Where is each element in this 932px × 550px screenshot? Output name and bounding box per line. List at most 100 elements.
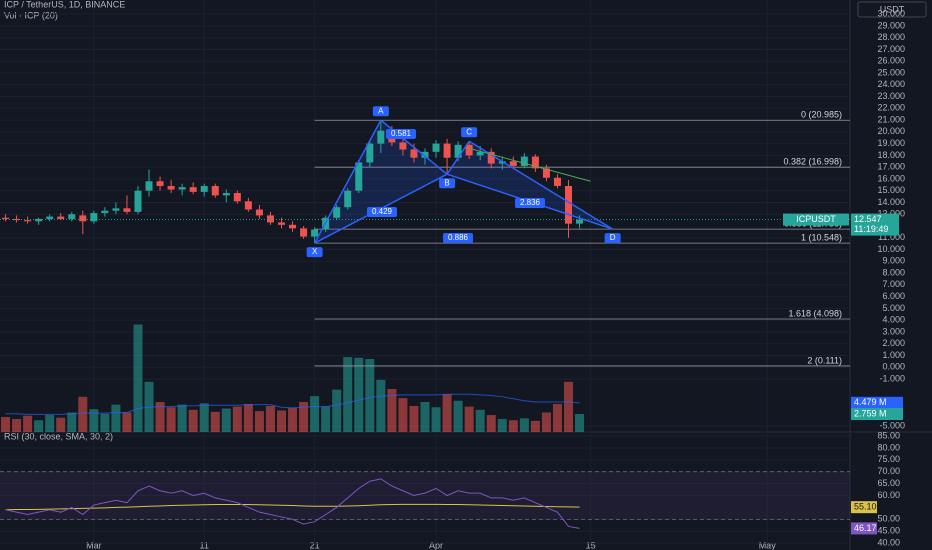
candle-body <box>178 187 186 190</box>
volume-bar <box>45 415 55 432</box>
y-tick-label: 15.000 <box>877 185 905 195</box>
volume-bar <box>100 413 110 432</box>
y-tick-label: 22.000 <box>877 103 905 113</box>
y-tick-label: 14.000 <box>877 197 905 207</box>
volume-bar <box>122 412 132 432</box>
y-tick-label: 8.000 <box>882 267 905 277</box>
candle-body <box>134 190 142 212</box>
last-price-name-box <box>783 213 849 226</box>
pattern-point-box <box>604 233 621 244</box>
candle-body <box>377 130 385 144</box>
candle-body <box>333 207 341 218</box>
candle-body <box>13 218 21 221</box>
volume-bar <box>354 357 364 432</box>
volume-bar <box>508 420 518 432</box>
fib-label: 0 (20.985) <box>801 110 842 120</box>
pattern-point-label: D <box>610 233 616 242</box>
y-tick-label: 21.000 <box>877 114 905 124</box>
candle-body <box>123 208 131 212</box>
rsi-sma-label: 55.10 <box>854 502 877 512</box>
rsi-tick-label: 75.00 <box>877 454 900 464</box>
trendline <box>469 147 591 182</box>
currency-box[interactable] <box>857 1 927 18</box>
y-tick-label: 17.000 <box>877 162 905 172</box>
candle-body <box>542 168 550 178</box>
rsi-tick-label: 70.00 <box>877 466 900 476</box>
volume-bar <box>564 381 574 432</box>
y-tick-label: 11.000 <box>878 232 905 242</box>
y-tick-label: 24.000 <box>877 79 905 89</box>
volume-bar <box>111 404 121 432</box>
x-tick-label: 15 <box>586 540 596 550</box>
candle-body <box>211 185 219 196</box>
candle-body <box>531 156 539 169</box>
countdown: 11:19:49 <box>854 224 888 234</box>
volume-bar <box>530 420 540 432</box>
volume-bar <box>442 394 452 432</box>
volume-bar <box>343 357 353 432</box>
volume-bar <box>475 409 485 432</box>
pattern-point-label: C <box>466 127 472 136</box>
candle-body <box>509 161 517 166</box>
y-tick-label: 29.000 <box>877 20 905 30</box>
pattern-point-label: X <box>312 247 318 256</box>
candle-body <box>355 162 363 191</box>
volume-bar <box>332 389 342 432</box>
pattern-point-box <box>439 178 456 189</box>
ratio-box <box>386 129 416 139</box>
volume-bar <box>23 415 33 432</box>
fib-label: 1 (10.548) <box>801 232 842 242</box>
volume-bar <box>188 409 198 432</box>
volume-bar <box>67 412 77 432</box>
y-tick-label: 3.000 <box>882 326 905 336</box>
rsi-sma-box <box>851 501 877 514</box>
rsi-band <box>0 471 850 520</box>
candle-body <box>145 181 153 191</box>
y-tick-label: -1.000 <box>879 373 905 383</box>
pattern-point-box <box>372 106 389 117</box>
volume-bar <box>199 403 209 432</box>
volume-bar <box>232 406 242 432</box>
candle-body <box>255 209 263 216</box>
y-tick-label: 20.000 <box>877 126 905 136</box>
candle-body <box>57 216 65 219</box>
x-tick-label: 21 <box>310 540 320 550</box>
candle-body <box>112 208 120 211</box>
volume-bar <box>310 396 320 432</box>
volume-bar <box>387 388 397 432</box>
volume-bar <box>34 420 44 432</box>
candle-body <box>200 185 208 192</box>
volume-bar <box>166 407 176 432</box>
candle-body <box>399 142 407 150</box>
volume-bar <box>409 405 419 432</box>
ratio-box <box>515 198 545 208</box>
candle-body <box>443 143 451 158</box>
ratio-label: 0.886 <box>448 233 469 242</box>
volume-bar <box>288 407 298 432</box>
volume-bar <box>177 404 187 432</box>
x-tick-label: 11 <box>200 540 209 550</box>
pattern-point-label: A <box>378 106 384 115</box>
y-tick-label: -5.000 <box>879 420 905 430</box>
candle-body <box>487 151 495 164</box>
ratio-label: 0.429 <box>372 207 393 216</box>
chart-title: ICP / TetherUS, 1D, BINANCE <box>4 0 125 9</box>
rsi-tick-label: 60.00 <box>877 490 900 500</box>
volume-bar <box>376 379 386 432</box>
ratio-label: 0.581 <box>391 129 412 138</box>
volume-bar <box>1 417 11 432</box>
volume-bar <box>519 418 529 432</box>
y-tick-label: 7.000 <box>882 279 905 289</box>
volume-bar <box>133 324 143 432</box>
x-tick-label: May <box>759 540 777 550</box>
fib-label: 0.382 (16.998) <box>783 157 842 167</box>
pattern-leg <box>468 140 614 230</box>
candle-body <box>410 149 418 158</box>
volume-bar <box>575 414 585 432</box>
volume-bar <box>12 418 22 432</box>
rsi-tick-label: 45.00 <box>877 526 900 536</box>
candle-body <box>565 185 573 224</box>
rsi-sma <box>5 503 580 511</box>
volume-bar <box>552 403 562 432</box>
